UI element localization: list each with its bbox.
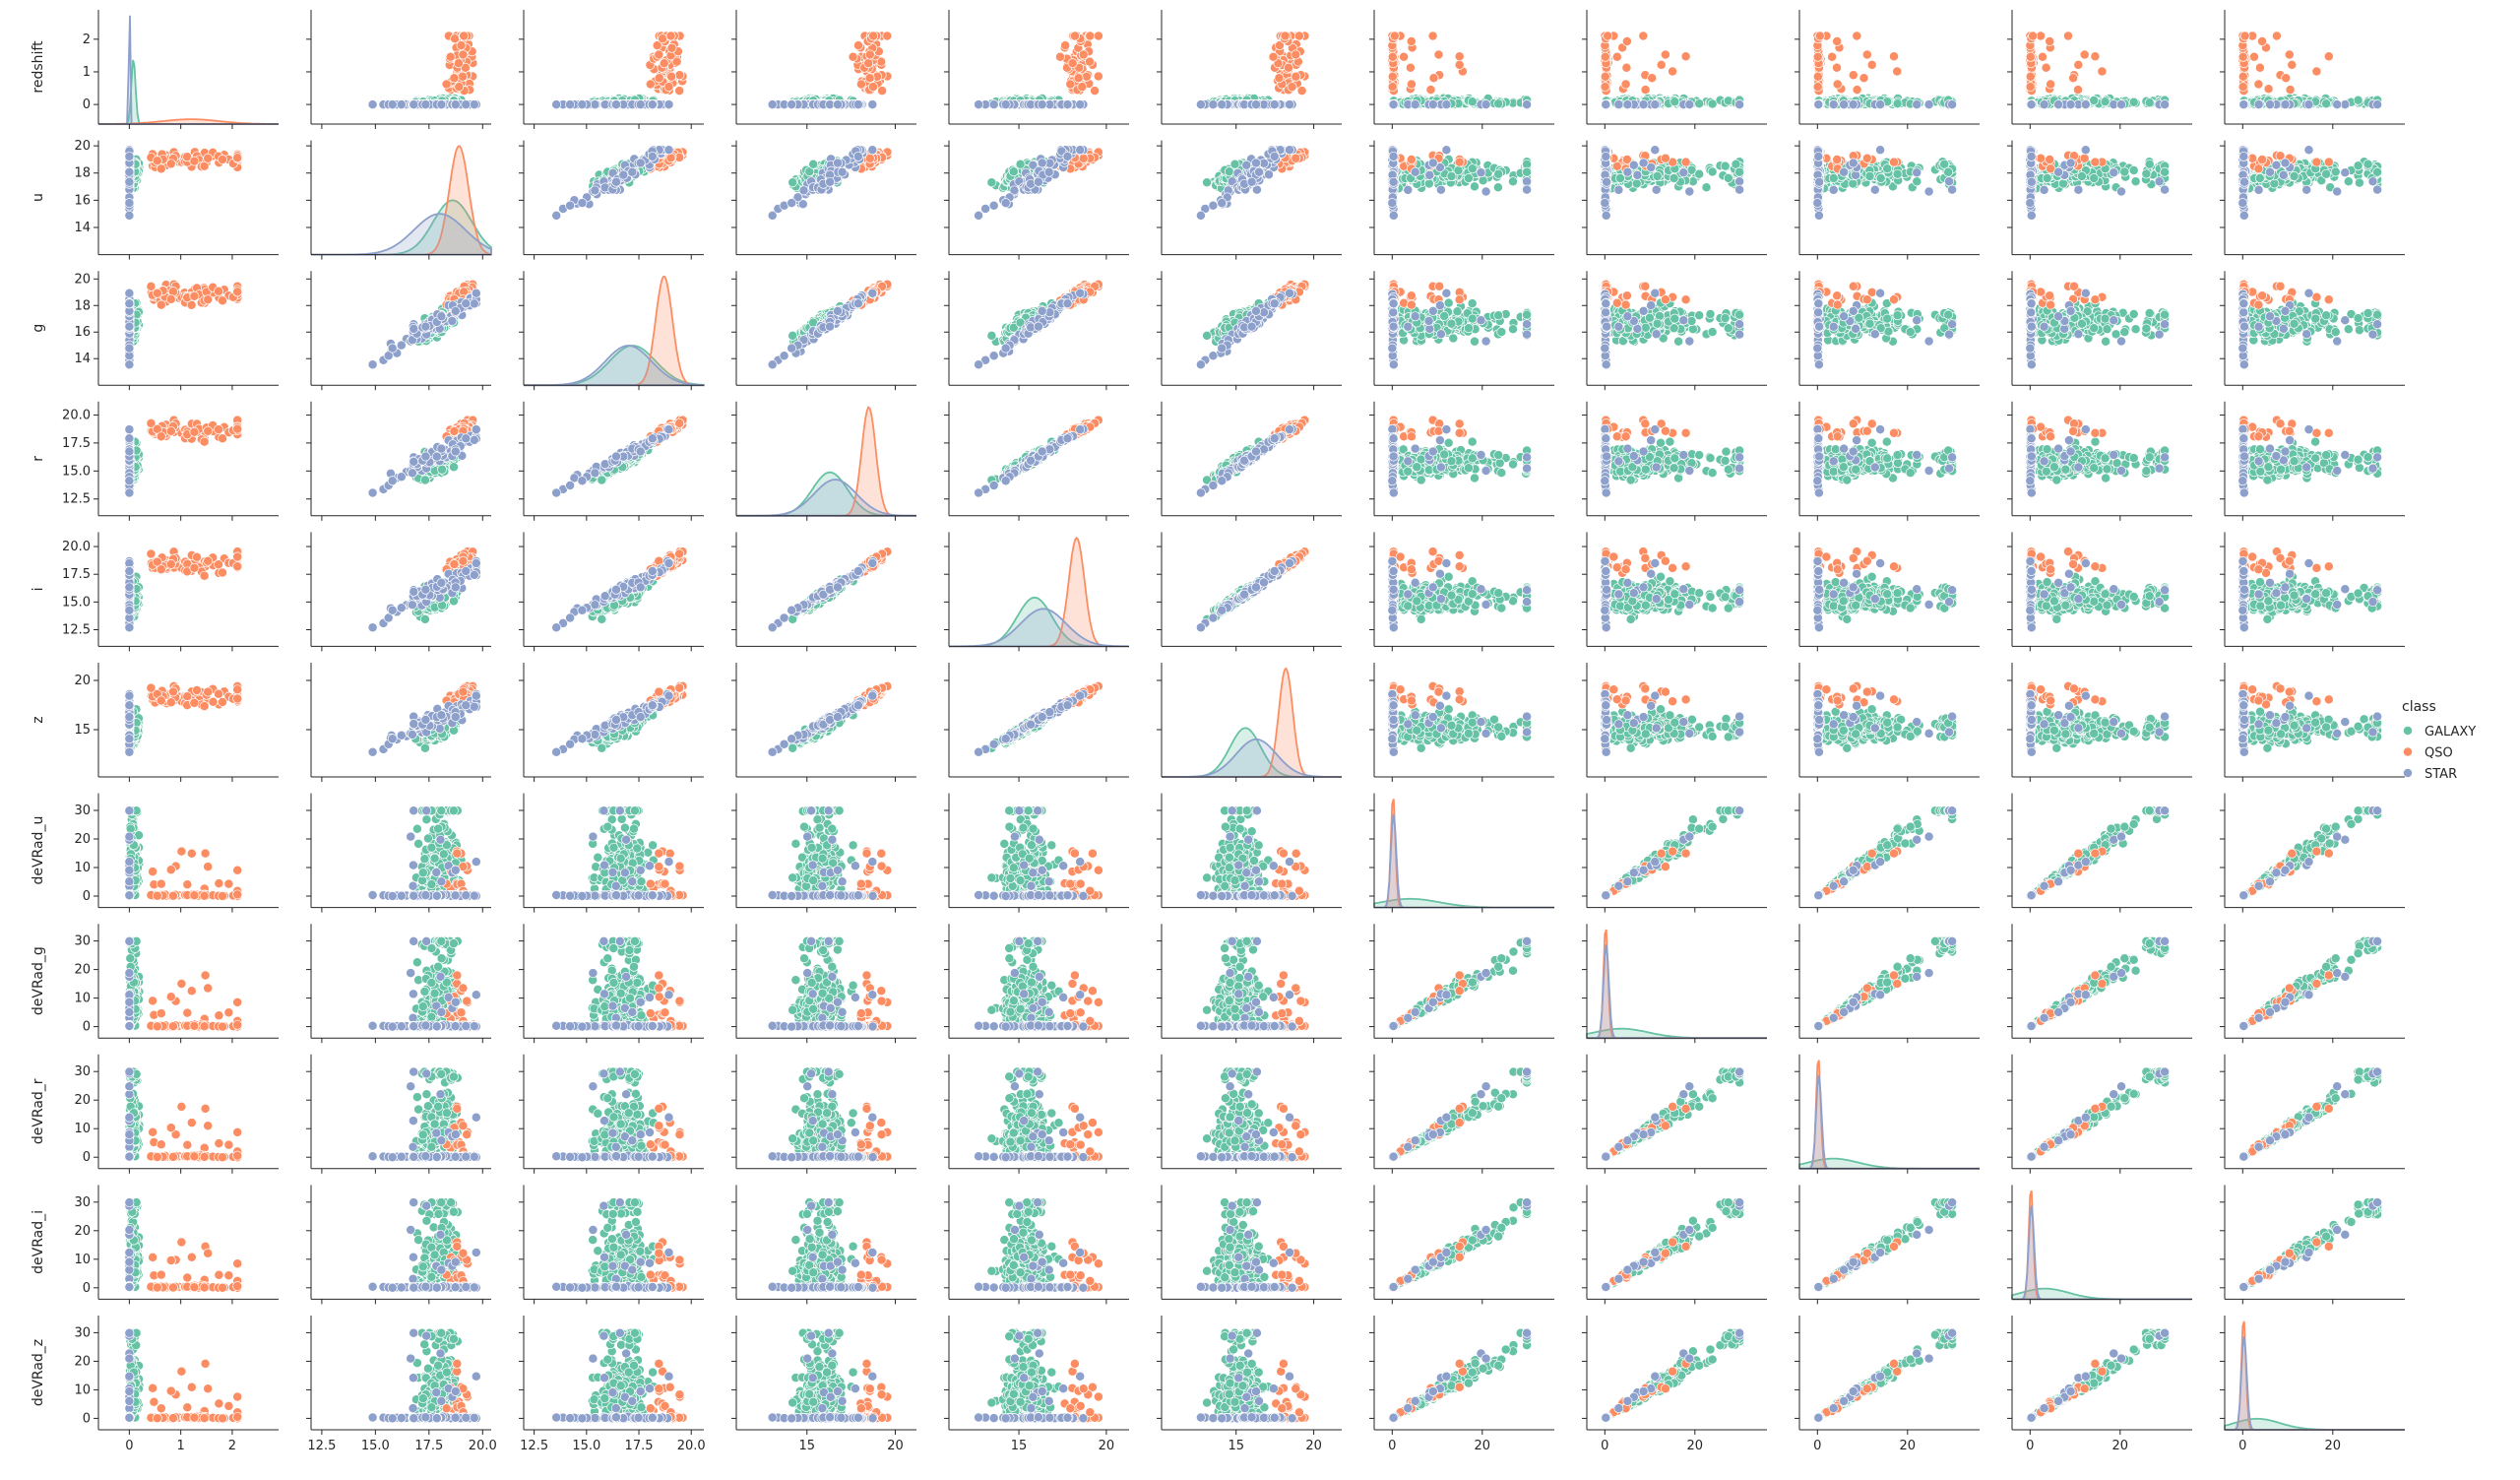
point-star [470,100,478,109]
point-qso [1094,32,1102,40]
point-qso [869,32,878,40]
point-qso [655,50,663,59]
point-qso [446,52,455,61]
point-qso [675,71,684,80]
point-qso [1061,41,1070,50]
point-qso [667,43,676,52]
point-qso [1079,50,1088,59]
point-qso [442,80,451,89]
point-qso [460,32,469,40]
point-qso [667,72,676,81]
point-qso [1086,32,1095,40]
point-qso [659,34,667,43]
point-star [868,100,877,109]
point-star [989,100,998,109]
point-qso [1068,59,1077,68]
y-tick-label: 0 [83,97,91,112]
point-qso [1091,87,1100,96]
point-qso [660,59,668,68]
point-star [552,100,561,109]
point-qso [450,74,459,83]
point-star [368,100,377,109]
point-star [768,100,777,109]
point-star [397,100,406,109]
point-qso [865,74,874,83]
point-qso [1078,83,1087,92]
point-star [636,100,645,109]
point-qso [664,83,673,92]
point-star [421,100,430,109]
point-qso [655,74,663,83]
point-qso [666,32,675,40]
point-qso [1094,72,1102,81]
point-star [833,100,842,109]
point-star [578,100,587,109]
point-qso [864,59,873,68]
point-qso [1066,80,1075,89]
point-qso [883,32,892,40]
point-qso [1074,74,1083,83]
point-qso [1082,72,1091,81]
point-star [1076,100,1085,109]
point-star [648,100,657,109]
point-star [611,100,620,109]
point-qso [878,87,887,96]
point-qso [1055,52,1064,61]
point-qso [868,83,877,92]
y-tick-label: 2 [83,32,91,47]
point-qso [451,34,460,43]
point-star [788,100,796,109]
point-star [853,100,862,109]
point-star [437,100,446,109]
point-qso [455,83,464,92]
point-star [410,100,418,109]
point-qso [458,72,467,81]
y-tick-label: 1 [83,65,91,80]
point-qso [459,50,468,59]
point-qso [1070,32,1079,40]
point-qso [1085,57,1094,66]
point-star [1001,100,1010,109]
point-qso [856,80,865,89]
point-qso [675,87,684,96]
point-qso [646,80,655,89]
point-star [664,100,673,109]
point-star [975,100,983,109]
point-star [388,100,397,109]
point-qso [853,41,862,50]
point-star [591,100,599,109]
point-star [566,100,575,109]
point-qso [865,50,874,59]
point-qso [849,52,857,61]
point-qso [454,59,463,68]
point-star [462,100,471,109]
point-star [1038,100,1046,109]
point-star [451,100,460,109]
point-star [1063,100,1072,109]
